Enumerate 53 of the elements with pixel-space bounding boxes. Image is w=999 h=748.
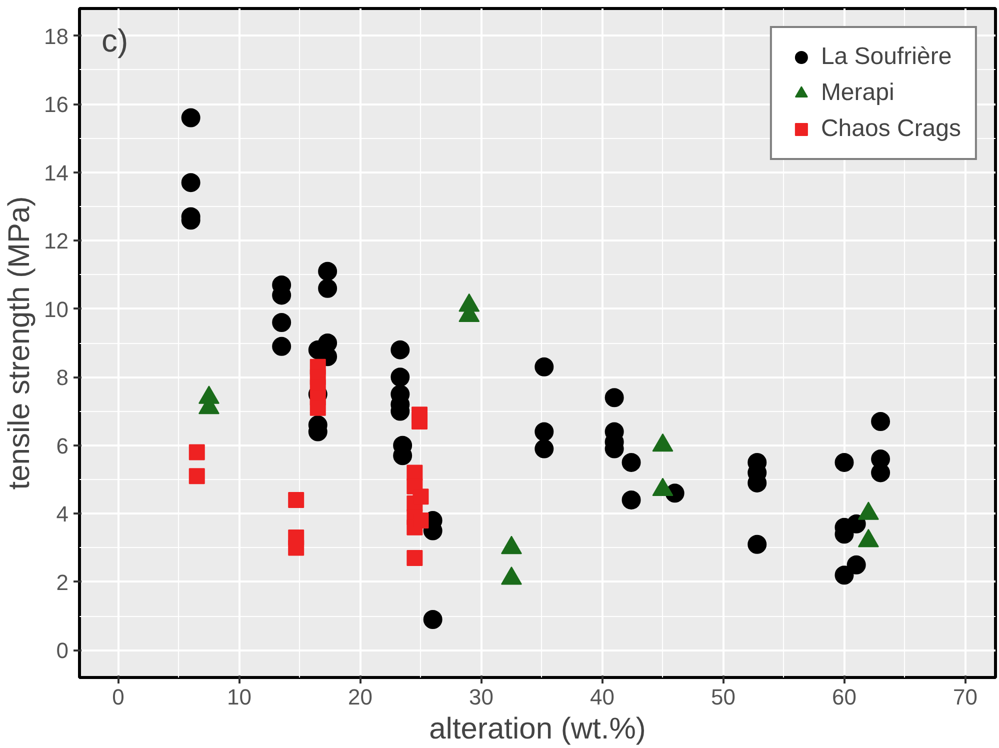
legend-label: Merapi [820,79,894,107]
x-tick-label: 50 [711,684,736,710]
point [406,550,423,566]
point [390,368,410,387]
x-tick-label: 60 [832,684,856,710]
legend-label: Chaos Crags [820,115,961,143]
point [188,444,205,460]
y-tick-label: 18 [44,24,69,49]
point [871,412,890,431]
point [188,468,205,484]
x-tick-label: 30 [469,684,494,710]
x-tick-label: 10 [226,684,252,710]
point [412,488,429,505]
point [604,388,624,408]
point [534,439,554,458]
point [181,108,200,128]
point [288,540,304,556]
legend-label: La Soufrière [820,43,952,71]
annotation: c) [102,22,128,58]
point [622,452,641,472]
point [846,514,866,534]
point [272,336,292,356]
y-axis-title: tensile strength (MPa) [3,196,36,490]
y-tick-label: 8 [56,365,69,390]
point [181,173,200,192]
point [272,313,292,332]
point [534,422,554,442]
point [748,534,767,554]
point [846,555,866,574]
point [622,490,641,510]
y-tick-label: 10 [44,296,69,322]
y-tick-label: 16 [44,92,69,118]
y-tick-label: 2 [56,570,69,595]
x-tick-label: 70 [953,684,978,710]
point [310,400,326,416]
point [534,357,554,376]
point [423,610,442,629]
y-tick-label: 6 [56,433,69,458]
x-tick-label: 0 [112,684,124,710]
point [834,452,854,472]
y-tick-label: 0 [56,638,69,664]
x-tick-label: 20 [348,684,372,710]
x-tick-label: 40 [590,684,614,710]
x-axis-title: alteration (wt.%) [429,712,646,746]
y-tick-label: 4 [56,502,69,527]
point [412,414,428,430]
y-tick-label: 12 [44,228,69,254]
y-tick-label: 14 [44,160,69,186]
point [390,340,410,360]
point [288,492,304,508]
point [318,278,338,298]
point [318,262,338,281]
point [834,566,854,585]
